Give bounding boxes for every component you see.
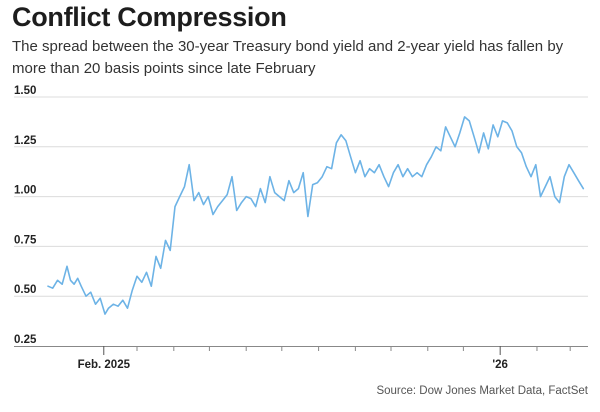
y-axis-tick-labels: 0.25 0.50 0.75 1.00 1.25 1.50 xyxy=(14,85,37,346)
x-tick-label: Feb. 2025 xyxy=(78,359,131,371)
series-line xyxy=(47,116,585,315)
x-tick-label: '26 xyxy=(492,359,508,371)
grid-lines xyxy=(14,96,588,297)
y-tick-label: 0.25 xyxy=(14,334,37,346)
y-tick-label: 0.75 xyxy=(14,234,37,246)
y-tick-label: 0.50 xyxy=(14,284,36,296)
x-axis xyxy=(14,346,588,355)
y-tick-label: 1.25 xyxy=(14,135,37,147)
source-note: Source: Dow Jones Market Data, FactSet xyxy=(376,385,588,397)
y-tick-label: 1.50 xyxy=(14,85,36,97)
chart-subtitle: The spread between the 30-year Treasury … xyxy=(12,38,564,77)
x-axis-tick-labels: Feb. 2025 '26 xyxy=(78,359,508,371)
y-tick-label: 1.00 xyxy=(14,185,36,197)
series-layer xyxy=(47,116,585,315)
chart-title: Conflict Compression xyxy=(12,2,287,32)
